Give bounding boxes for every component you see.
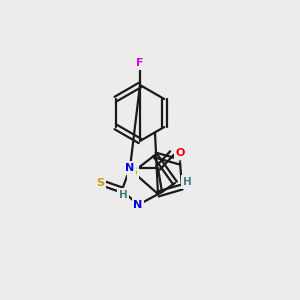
Text: N: N [125, 163, 135, 173]
Text: F: F [136, 58, 144, 68]
Text: H: H [118, 190, 127, 200]
Text: O: O [175, 148, 185, 158]
Text: S: S [96, 178, 104, 188]
Text: S: S [129, 167, 137, 177]
Text: N: N [134, 200, 142, 210]
Text: H: H [183, 177, 191, 187]
